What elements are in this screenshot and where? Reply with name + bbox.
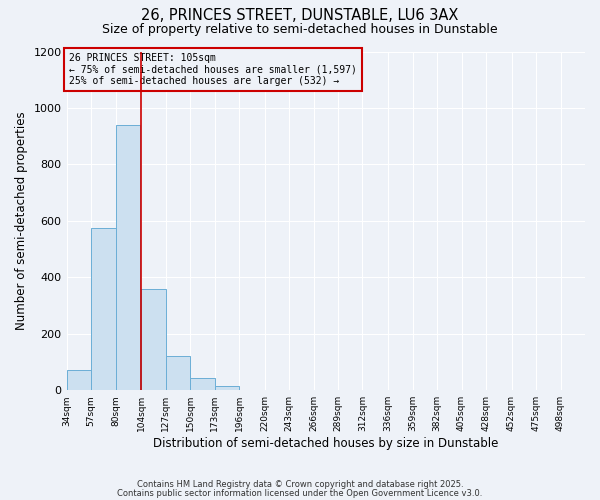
Bar — [190, 378, 215, 390]
Bar — [116, 125, 140, 390]
Text: 26, PRINCES STREET, DUNSTABLE, LU6 3AX: 26, PRINCES STREET, DUNSTABLE, LU6 3AX — [142, 8, 458, 22]
Text: Contains HM Land Registry data © Crown copyright and database right 2025.: Contains HM Land Registry data © Crown c… — [137, 480, 463, 489]
Y-axis label: Number of semi-detached properties: Number of semi-detached properties — [15, 112, 28, 330]
Text: 26 PRINCES STREET: 105sqm
← 75% of semi-detached houses are smaller (1,597)
25% : 26 PRINCES STREET: 105sqm ← 75% of semi-… — [69, 53, 357, 86]
X-axis label: Distribution of semi-detached houses by size in Dunstable: Distribution of semi-detached houses by … — [153, 437, 499, 450]
Bar — [215, 386, 239, 390]
Bar — [91, 228, 116, 390]
Text: Contains public sector information licensed under the Open Government Licence v3: Contains public sector information licen… — [118, 488, 482, 498]
Bar — [67, 370, 91, 390]
Bar — [141, 288, 166, 390]
Bar — [166, 356, 190, 390]
Text: Size of property relative to semi-detached houses in Dunstable: Size of property relative to semi-detach… — [102, 22, 498, 36]
